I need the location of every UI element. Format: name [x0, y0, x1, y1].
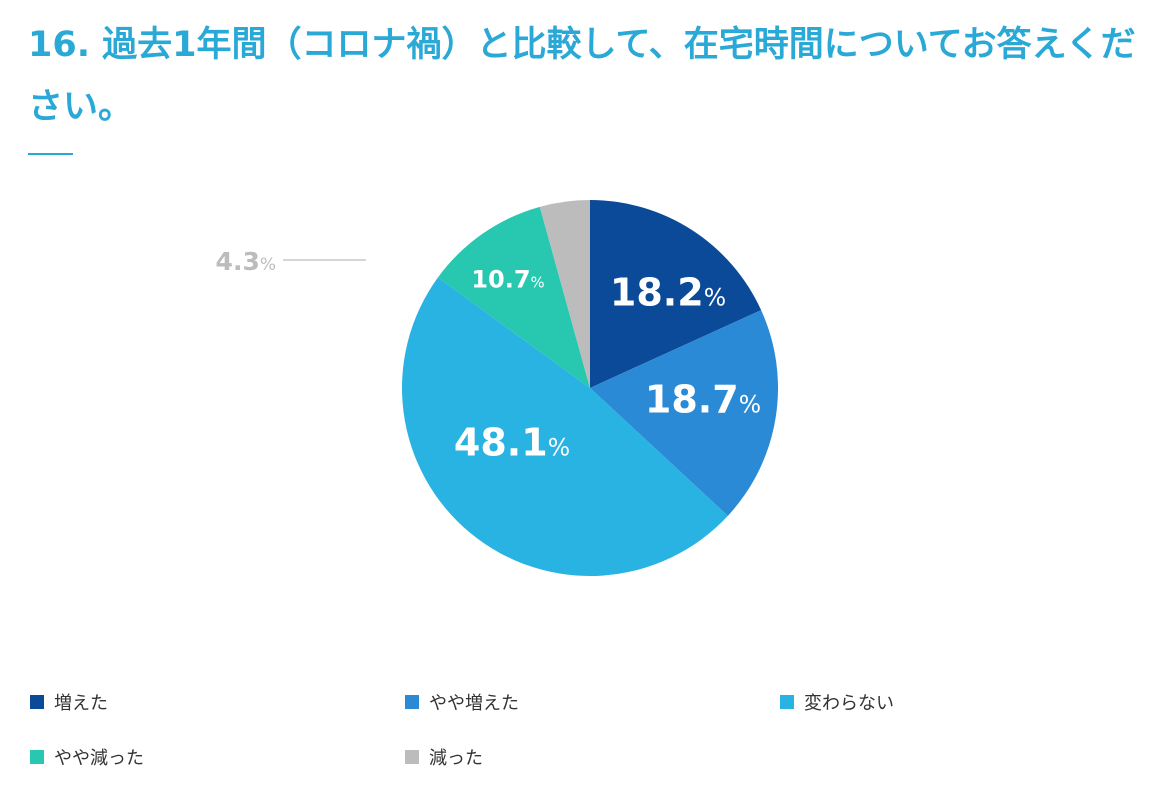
pie-slice: [437, 206, 590, 388]
legend-label: 変わらない: [804, 693, 894, 714]
pie-slice: [402, 277, 728, 576]
chart-title: 16. 過去1年間（コロナ禍）と比較して、在宅時間についてお答えください。: [28, 25, 1136, 127]
legend-label: やや増えた: [429, 693, 519, 714]
legend-swatch: [405, 750, 419, 764]
pie-slice: [590, 310, 778, 516]
legend-swatch: [780, 695, 794, 709]
data-label: 18.2%: [610, 271, 726, 315]
data-label: 18.7%: [645, 378, 761, 422]
data-label: 48.1%: [454, 421, 570, 465]
legend-item: やや減った: [30, 744, 144, 770]
data-label: 4.3%: [216, 247, 276, 276]
pie-slice: [539, 200, 590, 388]
legend-item: 減った: [405, 744, 483, 770]
legend-item: やや増えた: [405, 689, 519, 715]
data-label: 10.7%: [471, 266, 544, 294]
pie-slice: [590, 200, 762, 388]
legend-label: 増えた: [54, 693, 108, 714]
legend-item: 増えた: [30, 689, 108, 715]
legend-label: やや減った: [54, 748, 144, 769]
legend-label: 減った: [429, 748, 483, 769]
legend-item: 変わらない: [780, 689, 894, 715]
legend-swatch: [405, 695, 419, 709]
title-underline: [28, 153, 73, 155]
legend-swatch: [30, 750, 44, 764]
legend-swatch: [30, 695, 44, 709]
